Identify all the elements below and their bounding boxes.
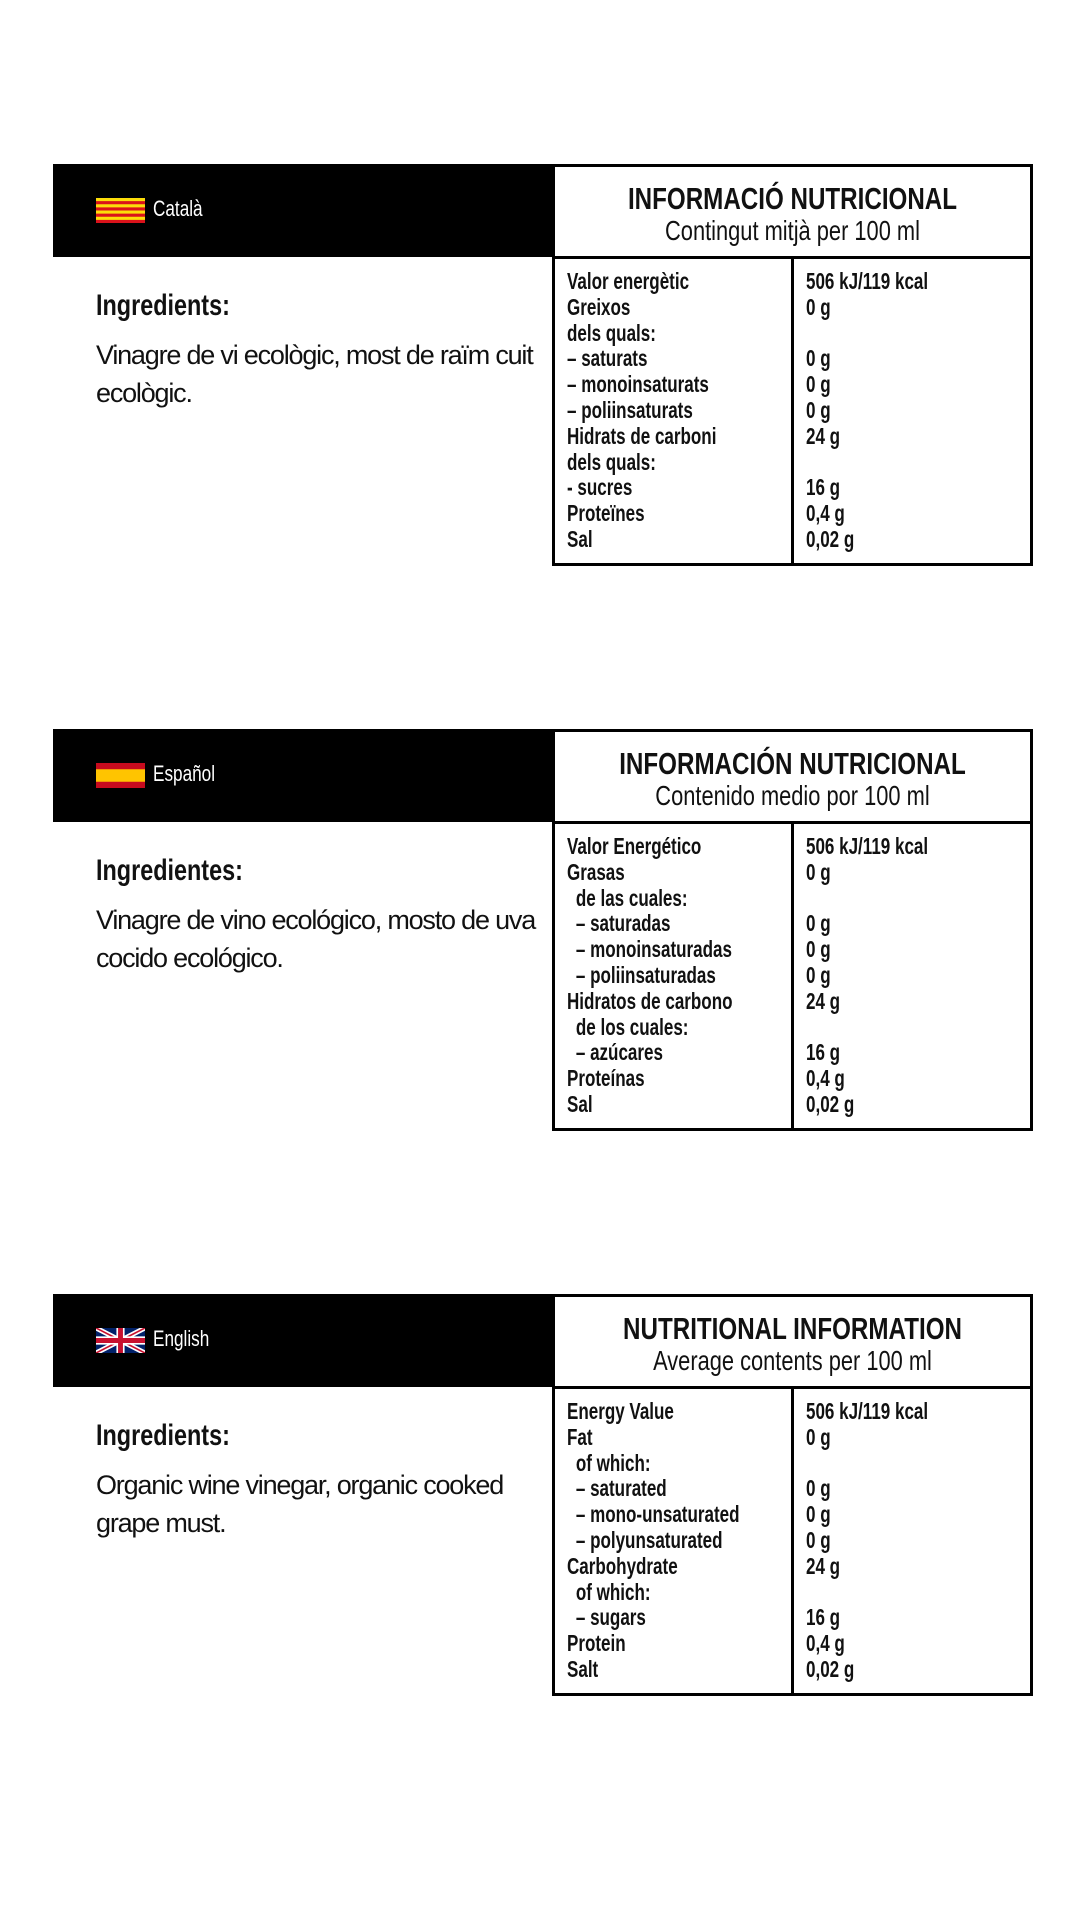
nutrient-label: – azúcares bbox=[575, 1039, 663, 1066]
nutrient-labels-column: Valor energètic Greixos dels quals: – satur… bbox=[555, 259, 794, 563]
nutrient-labels-column: Valor Energético Grasas de las cuales: – sa… bbox=[555, 824, 794, 1128]
nutrient-label: Salt bbox=[567, 1655, 599, 1682]
ingredients-text: Vinagre de vi ecològic, most de raïm cui… bbox=[96, 340, 534, 408]
nutrient-value bbox=[806, 1580, 972, 1606]
nutrition-table-header: INFORMACIÓ NUTRICIONAL Contingut mitjà p… bbox=[555, 167, 1030, 259]
nutrient-label: – saturadas bbox=[575, 910, 671, 937]
nutrient-value: 0,4 g bbox=[806, 1065, 845, 1092]
nutrient-value: 0 g bbox=[806, 396, 831, 423]
nutrient-value: 506 kJ/119 kcal bbox=[806, 833, 929, 859]
nutrient-value: 0 g bbox=[806, 936, 831, 963]
nutrient-label: Fat bbox=[567, 1423, 593, 1450]
nutrient-label: Carbohydrate bbox=[567, 1552, 678, 1579]
nutrient-value: 0,02 g bbox=[806, 1090, 855, 1117]
nutrition-table: NUTRITIONAL INFORMATION Average contents… bbox=[552, 1294, 1033, 1696]
nutrient-label: Valor Energético bbox=[567, 833, 702, 859]
nutrient-value: 0,4 g bbox=[806, 500, 845, 527]
ingredients-text: Vinagre de vino ecológico, mosto de uva … bbox=[96, 905, 536, 973]
nutrition-table-title: INFORMACIÓ NUTRICIONAL bbox=[627, 181, 958, 216]
nutrient-value bbox=[806, 886, 972, 912]
nutrient-label: de los cuales: bbox=[575, 1013, 689, 1040]
nutrient-label: Valor energètic bbox=[567, 268, 690, 294]
nutrient-label: Hidratos de carbono bbox=[567, 987, 733, 1014]
nutrient-value: 0 g bbox=[806, 1526, 831, 1553]
nutrient-value: 0 g bbox=[806, 371, 831, 398]
nutrient-value: 24 g bbox=[806, 987, 841, 1014]
language-header-bar: English bbox=[53, 1294, 553, 1387]
ingredients-heading: Ingredients: bbox=[96, 1419, 230, 1452]
nutrition-table-subtitle: Average contents per 100 ml bbox=[653, 1345, 932, 1376]
nutrient-label: Energy Value bbox=[567, 1398, 674, 1424]
nutrient-label: – mono-unsaturated bbox=[575, 1501, 740, 1528]
nutrition-table-header: NUTRITIONAL INFORMATION Average contents… bbox=[555, 1297, 1030, 1389]
nutrition-table-header: INFORMACIÓN NUTRICIONAL Contenido medio … bbox=[555, 732, 1030, 824]
nutrient-value: 506 kJ/119 kcal bbox=[806, 1398, 929, 1424]
nutrient-value: 16 g bbox=[806, 1604, 841, 1631]
nutrient-label: de las cuales: bbox=[575, 884, 688, 911]
language-header-bar: Català bbox=[53, 164, 553, 257]
nutrition-table: INFORMACIÓN NUTRICIONAL Contenido medio … bbox=[552, 729, 1033, 1131]
nutrient-value: 0 g bbox=[806, 1475, 831, 1502]
nutrient-value: 0,4 g bbox=[806, 1630, 845, 1657]
ingredients-text: Organic wine vinegar, organic cooked gra… bbox=[96, 1470, 504, 1538]
nutrient-label: Sal bbox=[567, 525, 593, 552]
ingredients-heading: Ingredients: bbox=[96, 289, 230, 322]
nutrition-table: INFORMACIÓ NUTRICIONAL Contingut mitjà p… bbox=[552, 164, 1033, 566]
language-label: English bbox=[153, 1326, 210, 1351]
nutrient-labels-column: Energy Value Fat of which: – saturated – mon… bbox=[555, 1389, 794, 1693]
nutrient-label: – sugars bbox=[575, 1604, 646, 1631]
nutrient-label: Hidrats de carboni bbox=[567, 422, 717, 449]
nutrient-value: 0 g bbox=[806, 910, 831, 937]
nutrient-label: Sal bbox=[567, 1090, 593, 1117]
nutrient-value: 0,02 g bbox=[806, 525, 855, 552]
nutrient-label: dels quals: bbox=[567, 448, 656, 475]
nutrient-value: 0 g bbox=[806, 293, 831, 320]
nutrition-table-title: INFORMACIÓN NUTRICIONAL bbox=[619, 746, 966, 781]
nutrient-label: Protein bbox=[567, 1630, 626, 1657]
catalonia-flag-icon bbox=[96, 198, 145, 223]
uk-flag-icon bbox=[94, 1325, 147, 1356]
nutrient-value: 0 g bbox=[806, 858, 831, 885]
nutrient-value: 0 g bbox=[806, 1423, 831, 1450]
nutrient-label: Proteínas bbox=[567, 1065, 645, 1092]
nutrient-value: 16 g bbox=[806, 474, 841, 501]
nutrient-label: – poliinsaturadas bbox=[575, 961, 716, 988]
nutrient-label: – poliinsaturats bbox=[567, 396, 693, 423]
ingredients-heading: Ingredientes: bbox=[96, 854, 243, 887]
nutrient-value: 0,02 g bbox=[806, 1655, 855, 1682]
nutrient-value bbox=[806, 1015, 972, 1041]
nutrient-value: 24 g bbox=[806, 422, 841, 449]
nutrient-value: 0 g bbox=[806, 961, 831, 988]
nutrition-table-subtitle: Contingut mitjà per 100 ml bbox=[665, 215, 920, 246]
nutrient-value: 506 kJ/119 kcal bbox=[806, 268, 929, 294]
nutrient-value: 0 g bbox=[806, 345, 831, 372]
nutrient-label: Grasas bbox=[567, 858, 625, 885]
nutrient-label: – saturats bbox=[567, 345, 648, 372]
nutrient-value: 0 g bbox=[806, 1501, 831, 1528]
nutrient-label: dels quals: bbox=[567, 319, 656, 346]
nutrient-value bbox=[806, 450, 972, 476]
language-label: Español bbox=[153, 761, 216, 786]
nutrient-value: 24 g bbox=[806, 1552, 841, 1579]
nutrient-label: – monoinsaturats bbox=[567, 371, 709, 398]
nutrient-value bbox=[806, 321, 972, 347]
nutrient-label: – monoinsaturadas bbox=[575, 936, 732, 963]
language-header-bar: Español bbox=[53, 729, 553, 822]
nutrient-label: Proteïnes bbox=[567, 500, 645, 527]
spain-flag-icon bbox=[96, 763, 145, 788]
nutrient-value: 16 g bbox=[806, 1039, 841, 1066]
nutrient-label: – saturated bbox=[575, 1475, 667, 1502]
nutrient-label: – polyunsaturated bbox=[575, 1526, 723, 1553]
nutrition-table-subtitle: Contenido medio por 100 ml bbox=[655, 780, 930, 811]
nutrient-label: - sucres bbox=[567, 474, 633, 501]
language-label: Català bbox=[153, 196, 203, 221]
nutrient-label: of which: bbox=[575, 1578, 651, 1605]
nutrition-table-title: NUTRITIONAL INFORMATION bbox=[623, 1311, 962, 1346]
nutrient-label: of which: bbox=[575, 1449, 651, 1476]
nutrient-value bbox=[806, 1451, 972, 1477]
nutrient-label: Greixos bbox=[567, 293, 631, 320]
